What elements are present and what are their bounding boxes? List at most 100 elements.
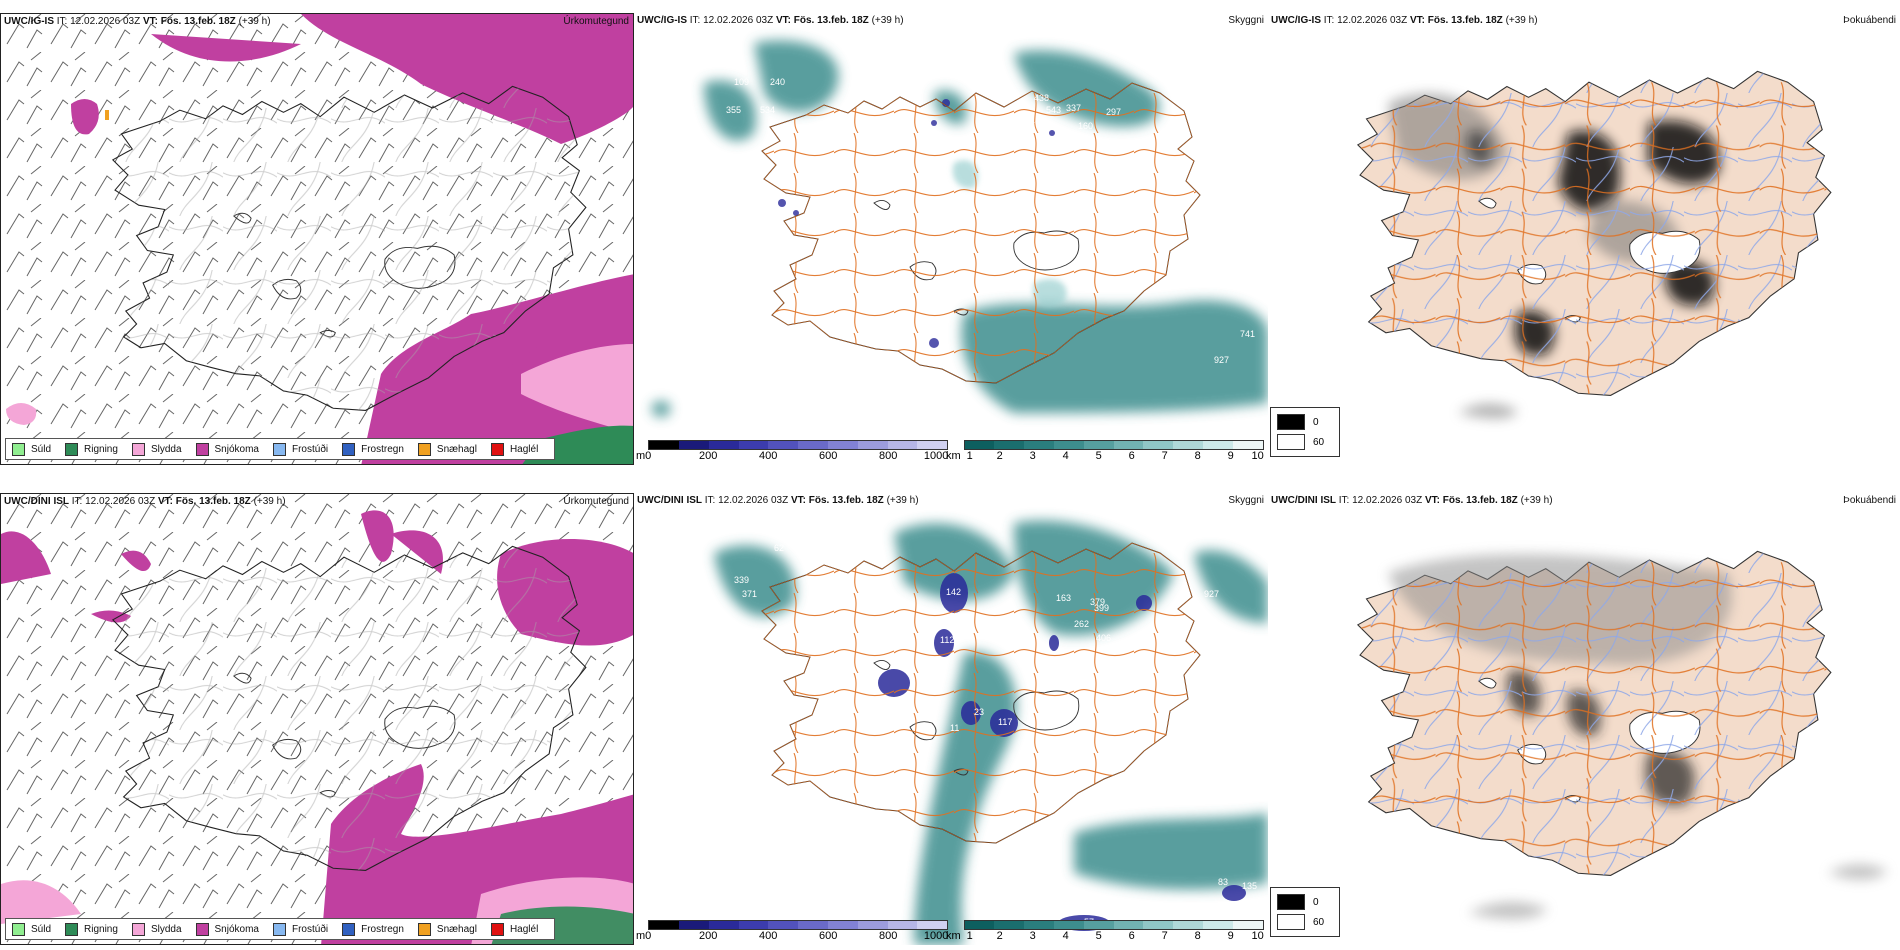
fog-legend-row: 60 xyxy=(1277,912,1333,932)
visibility-value-label: 83 xyxy=(1218,877,1228,887)
precip-type-map-igis: UWC/IG-IS IT: 12.02.2026 03Z VT: Fös. 13… xyxy=(0,13,634,465)
ceiling-tick: 0 xyxy=(645,930,652,942)
visibility-tick: 2 xyxy=(996,450,1003,462)
visibility-value-label: 741 xyxy=(1240,329,1255,339)
legend-label: Frostúði xyxy=(291,443,329,455)
ceiling-tick: 200 xyxy=(698,450,718,462)
it-value: 12.02.2026 03Z xyxy=(1352,495,1423,506)
visibility-value-label: 534 xyxy=(760,105,775,115)
it-value: 12.02.2026 03Z xyxy=(703,15,774,26)
fog-legend-row: 0 xyxy=(1277,892,1333,912)
visibility-value-label: 962 xyxy=(1076,661,1091,671)
vt-label: VT: xyxy=(1424,495,1440,506)
fog-legend-row: 60 xyxy=(1277,432,1333,452)
visibility-value-label: 543 xyxy=(1046,105,1061,115)
legend-label: Rigning xyxy=(84,443,118,455)
visibility-value-label: 927 xyxy=(1214,355,1229,365)
lead-time: (+39 h) xyxy=(1520,495,1553,506)
fog-index-legend: 0 60 xyxy=(1270,407,1340,457)
visibility-tick: 4 xyxy=(1062,450,1069,462)
ceiling-unit: m xyxy=(636,930,646,942)
variable-name: Þokuábendi xyxy=(1843,495,1896,506)
legend-item-freezing-rain: Frostregn xyxy=(342,442,404,456)
ceiling-tick: 1000 xyxy=(923,450,949,462)
legend-swatch xyxy=(417,922,431,936)
lead-time: (+39 h) xyxy=(886,495,919,506)
panel-title: UWC/DINI ISL IT: 12.02.2026 03Z VT: Fös.… xyxy=(637,495,919,506)
legend-swatch xyxy=(195,922,209,936)
fog-index-map-dini: UWC/DINI ISL IT: 12.02.2026 03Z VT: Fös.… xyxy=(1268,493,1900,945)
visibility-colorbar: km 1 2 3 4 5 6 7 8 9 10 xyxy=(946,440,1264,462)
legend-swatch xyxy=(131,442,145,456)
visibility-tick: 8 xyxy=(1194,450,1201,462)
visibility-value-label: 62 xyxy=(774,543,784,553)
visibility-value-label: 337 xyxy=(1066,103,1081,113)
variable-name: Skyggni xyxy=(1228,15,1264,26)
visibility-tick: 5 xyxy=(1095,930,1102,942)
legend-label: Frostúði xyxy=(291,923,329,935)
visibility-tick: 7 xyxy=(1161,450,1168,462)
visibility-value-label: 139 xyxy=(1030,115,1045,125)
model-name: UWC/DINI ISL xyxy=(1271,495,1336,506)
ceiling-tick: 800 xyxy=(878,450,898,462)
visibility-value-label: 438 xyxy=(1034,93,1049,103)
ceiling-tick: 200 xyxy=(698,930,718,942)
visibility-tick: 10 xyxy=(1251,450,1264,462)
ceiling-color-ramp xyxy=(648,440,949,450)
model-name: UWC/IG-IS xyxy=(637,15,687,26)
panel-title: UWC/DINI ISL IT: 12.02.2026 03Z VT: Fös.… xyxy=(4,496,286,507)
legend-item-snow-pellets: Snæhagl xyxy=(417,442,477,456)
fog-legend-label: 0 xyxy=(1313,896,1319,908)
iceland-overlay xyxy=(1357,71,1831,396)
legend-label: Haglél xyxy=(509,443,539,455)
precip-map-canvas xyxy=(1,14,633,464)
variable-name: Úrkomutegund xyxy=(563,16,629,27)
visibility-value-label: 355 xyxy=(726,105,741,115)
visibility-value-label: 117 xyxy=(998,717,1012,727)
variable-name: Skyggni xyxy=(1228,495,1264,506)
fog-legend-row: 0 xyxy=(1277,412,1333,432)
legend-item-drizzle: Súld xyxy=(12,442,51,456)
fog-legend-label: 0 xyxy=(1313,416,1319,428)
model-name: UWC/IG-IS xyxy=(1271,15,1321,26)
model-name: UWC/DINI ISL xyxy=(637,495,702,506)
visibility-map-igis: UWC/IG-IS IT: 12.02.2026 03Z VT: Fös. 13… xyxy=(634,13,1268,465)
visibility-map-dini: UWC/DINI ISL IT: 12.02.2026 03Z VT: Fös.… xyxy=(634,493,1268,945)
lead-time: (+39 h) xyxy=(871,15,904,26)
visibility-value-label: 262 xyxy=(1074,619,1089,629)
legend-swatch xyxy=(490,922,504,936)
visibility-value-label: 379 xyxy=(1090,597,1105,607)
model-name: UWC/DINI ISL xyxy=(4,496,69,507)
visibility-tick: 6 xyxy=(1128,930,1135,942)
legend-swatch xyxy=(12,442,25,456)
vt-value: Fös. 13.feb. 18Z xyxy=(793,15,869,26)
legend-swatch xyxy=(195,442,209,456)
lead-time: (+39 h) xyxy=(253,496,286,507)
legend-item-snow: Snjókoma xyxy=(195,442,259,456)
ceiling-unit: m xyxy=(636,450,646,462)
visibility-tick: 6 xyxy=(1128,450,1135,462)
visibility-tick: 10 xyxy=(1251,930,1264,942)
lead-time: (+39 h) xyxy=(1505,15,1538,26)
visibility-value-label: 297 xyxy=(1106,107,1121,117)
visibility-value-label: 135 xyxy=(1242,881,1257,891)
fog-legend-label: 60 xyxy=(1313,436,1325,448)
legend-item-rain: Rigning xyxy=(65,922,118,936)
visibility-value-label: 142 xyxy=(946,587,961,597)
visibility-value-label: 555 xyxy=(1166,123,1181,133)
it-value: 12.02.2026 03Z xyxy=(85,496,156,507)
fog-swatch xyxy=(1277,914,1305,930)
ceiling-tick: 0 xyxy=(645,450,652,462)
it-label: IT: xyxy=(689,15,701,26)
fog-swatch xyxy=(1277,414,1305,430)
legend-label: Rigning xyxy=(84,923,118,935)
legend-label: Haglél xyxy=(509,923,539,935)
iceland-overlay xyxy=(1357,551,1831,876)
vt-value: Fös. 13.feb. 18Z xyxy=(1442,495,1518,506)
fog-index-map-igis: UWC/IG-IS IT: 12.02.2026 03Z VT: Fös. 13… xyxy=(1268,13,1900,465)
vt-value: Fös. 13.feb. 18Z xyxy=(175,496,251,507)
